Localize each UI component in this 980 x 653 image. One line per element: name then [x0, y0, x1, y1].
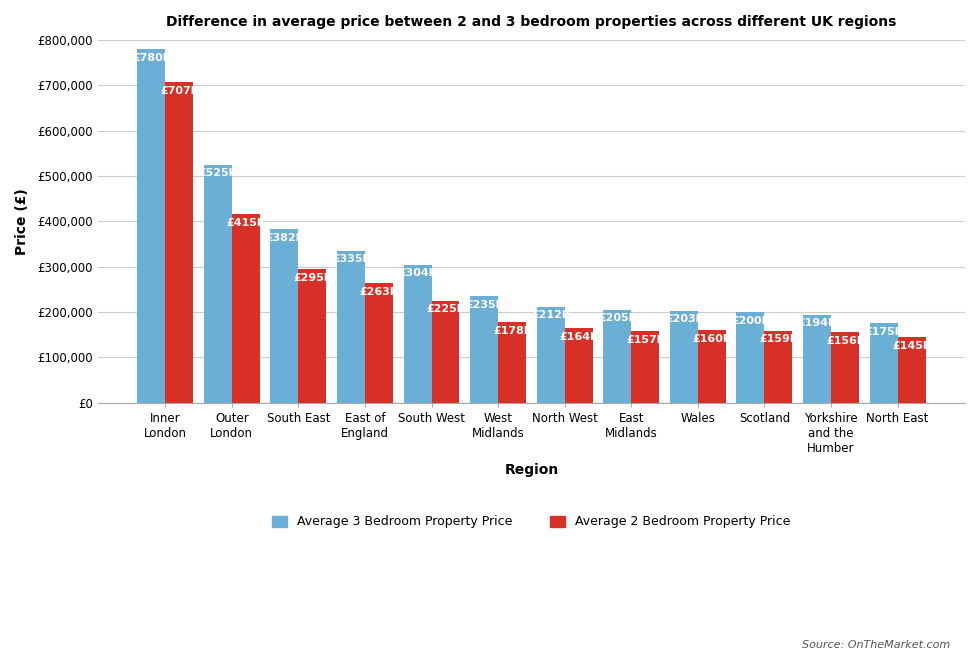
- Bar: [404, 265, 431, 403]
- Bar: [166, 82, 193, 403]
- Bar: [764, 330, 793, 403]
- Bar: [337, 251, 365, 403]
- Text: £145k: £145k: [893, 340, 931, 351]
- Bar: [898, 337, 925, 403]
- Text: £335k: £335k: [332, 255, 369, 264]
- Bar: [298, 269, 326, 403]
- Text: £194k: £194k: [798, 318, 836, 328]
- Text: £159k: £159k: [760, 334, 798, 344]
- Text: £780k: £780k: [132, 53, 171, 63]
- Bar: [431, 300, 460, 403]
- Bar: [498, 322, 526, 403]
- Bar: [869, 323, 898, 403]
- Text: £178k: £178k: [493, 326, 531, 336]
- Text: £707k: £707k: [160, 86, 198, 96]
- X-axis label: Region: Region: [505, 463, 559, 477]
- Bar: [737, 312, 764, 403]
- Bar: [365, 283, 393, 403]
- Bar: [470, 296, 498, 403]
- Text: £212k: £212k: [531, 310, 569, 320]
- Bar: [564, 328, 593, 403]
- Y-axis label: Price (£): Price (£): [15, 188, 29, 255]
- Text: £295k: £295k: [293, 272, 331, 283]
- Text: £156k: £156k: [826, 336, 864, 345]
- Bar: [803, 315, 831, 403]
- Bar: [698, 330, 726, 403]
- Bar: [631, 332, 660, 403]
- Text: £175k: £175k: [864, 327, 903, 337]
- Text: £415k: £415k: [226, 218, 265, 228]
- Bar: [604, 310, 631, 403]
- Bar: [137, 49, 166, 403]
- Text: £525k: £525k: [199, 168, 237, 178]
- Text: £304k: £304k: [399, 268, 437, 278]
- Text: £263k: £263k: [360, 287, 398, 297]
- Title: Difference in average price between 2 and 3 bedroom properties across different : Difference in average price between 2 an…: [167, 15, 897, 29]
- Text: £157k: £157k: [626, 335, 664, 345]
- Bar: [270, 229, 298, 403]
- Text: £164k: £164k: [560, 332, 598, 342]
- Text: Source: OnTheMarket.com: Source: OnTheMarket.com: [803, 640, 951, 650]
- Bar: [232, 214, 260, 403]
- Text: £205k: £205k: [599, 313, 636, 323]
- Bar: [831, 332, 859, 403]
- Text: £200k: £200k: [731, 315, 769, 326]
- Text: £160k: £160k: [693, 334, 731, 343]
- Bar: [204, 165, 232, 403]
- Legend: Average 3 Bedroom Property Price, Average 2 Bedroom Property Price: Average 3 Bedroom Property Price, Averag…: [268, 511, 796, 534]
- Text: £382k: £382k: [266, 233, 304, 243]
- Text: £203k: £203k: [664, 314, 703, 325]
- Bar: [670, 311, 698, 403]
- Bar: [537, 306, 564, 403]
- Text: £225k: £225k: [426, 304, 465, 314]
- Text: £235k: £235k: [466, 300, 503, 310]
